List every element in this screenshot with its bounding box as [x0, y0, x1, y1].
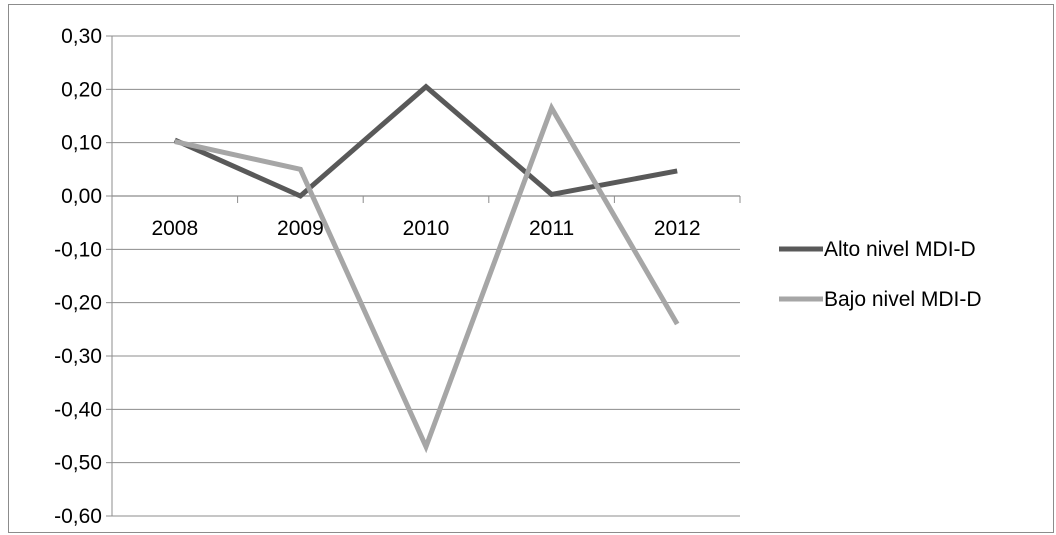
legend-label: Bajo nivel MDI-D	[824, 288, 982, 311]
x-tick-label: 2012	[654, 217, 701, 240]
series-line-1	[173, 83, 678, 199]
legend: Alto nivel MDI-D Bajo nivel MDI-D	[779, 238, 982, 311]
x-tick-label: 2009	[277, 217, 324, 240]
y-tick-label: 0,00	[61, 185, 102, 208]
x-tick-labels: 2008 2009 2010 2011 2012	[151, 217, 700, 240]
series-lines	[173, 83, 680, 454]
y-tick-label: 0,30	[61, 25, 102, 48]
x-tick-label: 2008	[151, 217, 198, 240]
legend-label: Alto nivel MDI-D	[824, 238, 976, 261]
x-tick-label: 2010	[403, 217, 450, 240]
chart-frame	[8, 4, 1054, 533]
y-tick-label: -0,60	[54, 505, 102, 528]
y-tick-label: -0,40	[54, 398, 102, 421]
y-tick-label: -0,30	[54, 345, 102, 368]
grid-lines	[112, 35, 740, 517]
y-tick-label: -0,10	[54, 238, 102, 261]
y-tick-labels: 0,30 0,20 0,10 0,00 -0,10 -0,20 -0,30 -0,40 -0,5…	[54, 25, 102, 528]
y-tick-label: 0,20	[61, 78, 102, 101]
series-line-2	[174, 102, 680, 454]
x-tick-label: 2011	[529, 217, 574, 240]
y-tick-label: -0,50	[54, 452, 102, 475]
axes	[106, 35, 741, 517]
y-tick-label: -0,20	[54, 292, 102, 315]
y-tick-label: 0,10	[61, 132, 102, 155]
